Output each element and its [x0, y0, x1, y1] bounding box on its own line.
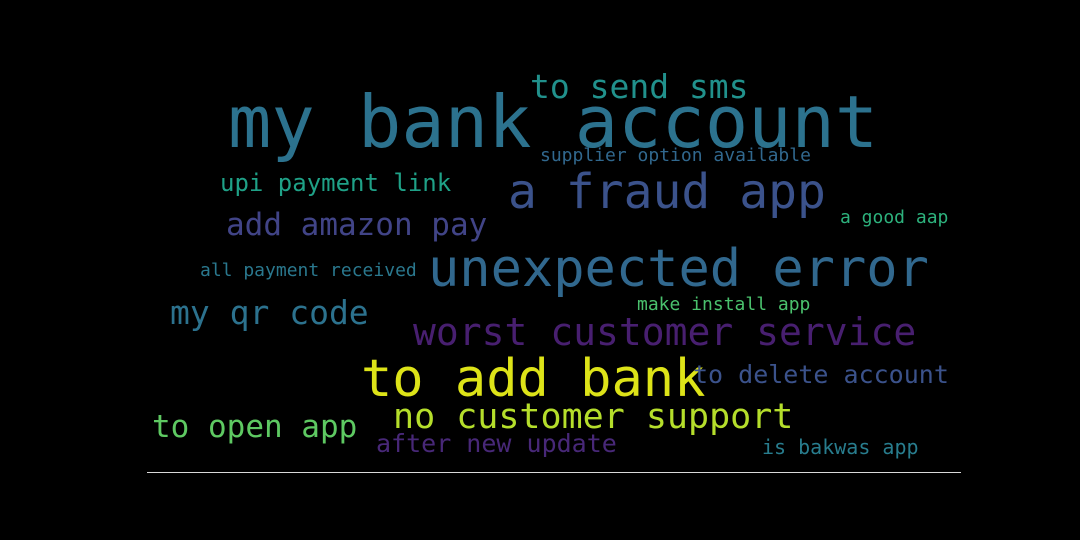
- word-after-new-update: after new update: [376, 429, 617, 458]
- word-make-install-app: make install app: [637, 294, 811, 315]
- word-all-payment-received: all payment received: [200, 260, 417, 281]
- word-unexpected-error: unexpected error: [428, 239, 929, 299]
- word-a-fraud-app: a fraud app: [508, 164, 826, 220]
- word-no-customer-support: no customer support: [393, 397, 794, 437]
- word-to-delete-account: to delete account: [693, 360, 949, 389]
- bottom-rule: [147, 472, 961, 473]
- word-supplier-option-available: supplier option available: [540, 145, 811, 166]
- word-is-bakwas-app: is bakwas app: [762, 435, 919, 459]
- word-upi-payment-link: upi payment link: [220, 169, 452, 197]
- word-to-open-app: to open app: [152, 409, 358, 445]
- word-add-amazon-pay: add amazon pay: [226, 207, 488, 243]
- word-worst-customer-service: worst customer service: [413, 310, 917, 354]
- word-my-qr-code: my qr code: [170, 293, 369, 332]
- word-to-add-bank: to add bank: [361, 349, 706, 409]
- word-my-bank-account: my bank account: [228, 80, 879, 164]
- word-a-good-aap: a good aap: [840, 207, 949, 228]
- word-to-send-sms: to send sms: [530, 67, 749, 106]
